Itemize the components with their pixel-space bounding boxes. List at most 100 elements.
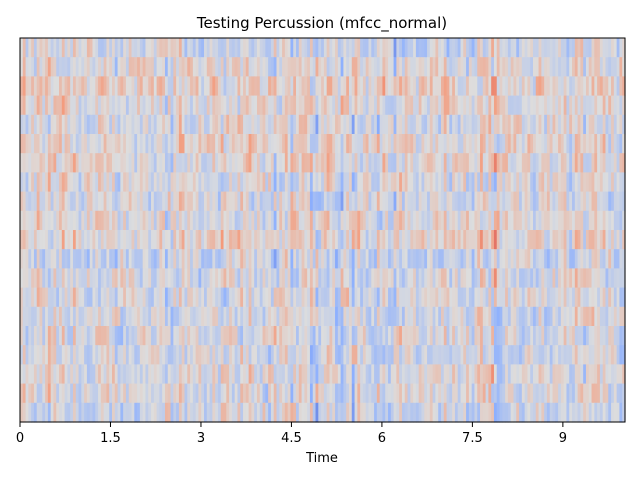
heatmap-cell — [282, 114, 286, 135]
heatmap-cell — [566, 364, 570, 385]
heatmap-cell — [64, 210, 68, 231]
heatmap-cell — [192, 364, 197, 385]
heatmap-cell — [270, 383, 275, 404]
heatmap-cell — [393, 38, 397, 58]
heatmap-cell — [541, 268, 545, 289]
heatmap-cell — [276, 114, 280, 135]
heatmap-cell — [513, 191, 517, 212]
heatmap-cell — [304, 230, 308, 250]
heatmap-cell — [33, 345, 38, 365]
heatmap-cell — [611, 326, 615, 346]
heatmap-cell — [206, 153, 211, 173]
heatmap-cell — [204, 306, 208, 327]
heatmap-cell — [505, 38, 509, 58]
heatmap-cell — [70, 114, 74, 135]
heatmap-cell — [388, 287, 392, 308]
heatmap-cell — [270, 76, 275, 97]
heatmap-cell — [527, 95, 531, 116]
heatmap-cell — [162, 287, 166, 308]
heatmap-cell — [329, 249, 333, 269]
heatmap-cell — [217, 287, 222, 308]
heatmap-cell — [198, 76, 202, 97]
heatmap-cell — [92, 326, 96, 346]
heatmap-cell — [256, 210, 261, 231]
heatmap-cell — [159, 287, 163, 308]
heatmap-cell — [427, 364, 431, 385]
heatmap-cell — [226, 38, 230, 58]
heatmap-cell — [59, 114, 63, 135]
heatmap-cell — [220, 326, 225, 346]
heatmap-cell — [457, 268, 462, 289]
heatmap-cell — [563, 249, 568, 269]
heatmap-cell — [371, 114, 375, 135]
heatmap-cell — [28, 57, 32, 77]
heatmap-cell — [396, 114, 400, 135]
heatmap-cell — [491, 383, 495, 404]
heatmap-cell — [220, 383, 225, 404]
heatmap-cell — [457, 38, 462, 58]
heatmap-cell — [572, 383, 576, 404]
heatmap-cell — [279, 134, 283, 154]
heatmap-cell — [192, 95, 197, 116]
heatmap-cell — [376, 268, 381, 289]
heatmap-cell — [368, 95, 372, 116]
heatmap-cell — [139, 383, 144, 404]
heatmap-cell — [134, 134, 138, 154]
heatmap-cell — [33, 249, 38, 269]
heatmap-cell — [613, 364, 618, 385]
heatmap-cell — [488, 95, 492, 116]
heatmap-cell — [360, 364, 364, 385]
heatmap-cell — [566, 268, 570, 289]
heatmap-cell — [293, 364, 297, 385]
heatmap-cell — [231, 402, 236, 423]
heatmap-cell — [351, 364, 356, 385]
heatmap-cell — [72, 345, 77, 365]
heatmap-cell — [198, 172, 202, 193]
heatmap-cell — [170, 172, 174, 193]
heatmap-cell — [273, 134, 278, 154]
heatmap-cell — [560, 402, 565, 423]
heatmap-cell — [546, 114, 551, 135]
heatmap-cell — [162, 268, 166, 289]
heatmap-cell — [502, 76, 506, 97]
heatmap-cell — [466, 76, 470, 97]
heatmap-cell — [457, 153, 462, 173]
heatmap-cell — [25, 114, 29, 135]
heatmap-cell — [92, 383, 96, 404]
heatmap-cell — [178, 249, 183, 269]
heatmap-cell — [585, 306, 590, 327]
heatmap-cell — [354, 268, 358, 289]
heatmap-cell — [125, 172, 130, 193]
heatmap-cell — [566, 230, 570, 250]
heatmap-cell — [599, 364, 604, 385]
heatmap-cell — [226, 172, 230, 193]
heatmap-cell — [533, 95, 537, 116]
heatmap-cell — [362, 172, 367, 193]
heatmap-cell — [45, 95, 49, 116]
heatmap-cell — [346, 326, 350, 346]
heatmap-cell — [39, 326, 43, 346]
heatmap-cell — [20, 57, 24, 77]
heatmap-cell — [206, 172, 211, 193]
heatmap-cell — [215, 57, 219, 77]
heatmap-cell — [181, 172, 186, 193]
heatmap-cell — [410, 249, 414, 269]
heatmap-cell — [273, 191, 278, 212]
heatmap-cell — [106, 326, 110, 346]
heatmap-cell — [92, 153, 96, 173]
heatmap-cell — [393, 306, 397, 327]
heatmap-cell — [293, 134, 297, 154]
heatmap-cell — [181, 364, 186, 385]
heatmap-cell — [385, 153, 389, 173]
heatmap-cell — [53, 402, 57, 423]
heatmap-cell — [343, 249, 347, 269]
heatmap-cell — [605, 383, 609, 404]
heatmap-cell — [491, 402, 495, 423]
heatmap-cell — [173, 76, 177, 97]
heatmap-cell — [533, 326, 537, 346]
heatmap-cell — [608, 38, 612, 58]
heatmap-cell — [251, 268, 255, 289]
heatmap-cell — [109, 38, 113, 58]
heatmap-cell — [335, 287, 339, 308]
heatmap-cell — [382, 210, 386, 231]
